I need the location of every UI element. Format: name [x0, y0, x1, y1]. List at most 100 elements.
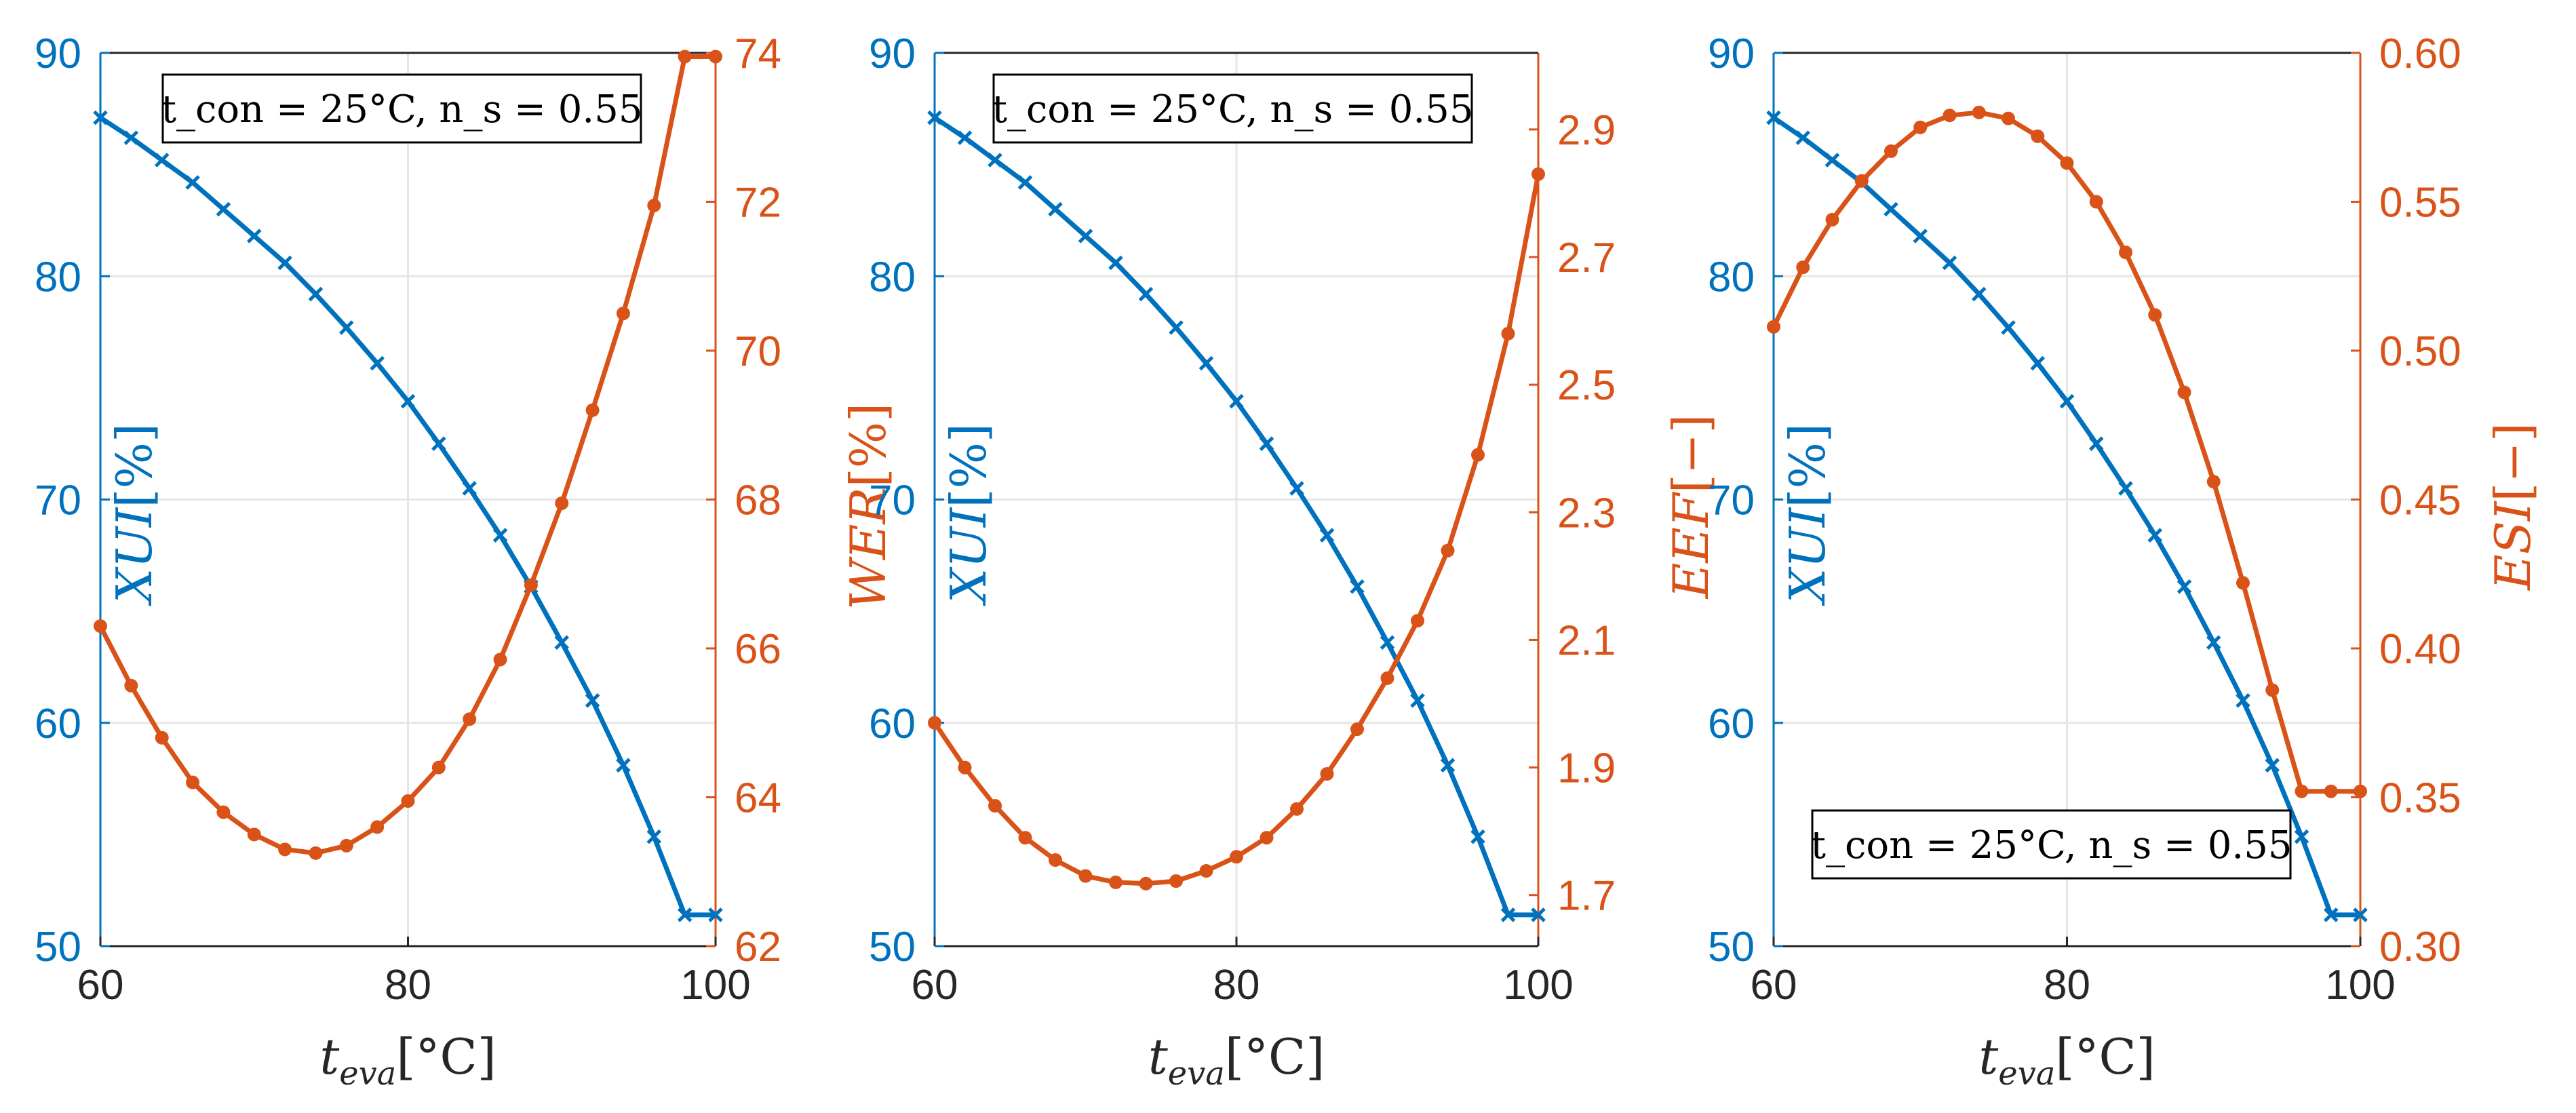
data-point-xui: [1078, 229, 1093, 243]
data-point-eef: [1320, 767, 1334, 781]
data-point-esi: [2236, 576, 2250, 590]
left-y-axis-label-unit: [%]: [940, 423, 997, 508]
data-point-esi: [2206, 475, 2221, 489]
data-point-xui: [1350, 579, 1365, 594]
data-point-esi: [1767, 319, 1780, 334]
data-point-xui: [1884, 201, 1898, 217]
x-axis-label-unit: [°C]: [2055, 1028, 2155, 1085]
data-point-eef: [1411, 614, 1424, 628]
x-axis-label-base: t: [1148, 1028, 1169, 1085]
data-point-wer: [124, 678, 138, 692]
data-point-esi: [2002, 111, 2015, 125]
data-point-xui: [554, 635, 570, 650]
data-point-wer: [585, 403, 600, 417]
left-y-tick-label: 80: [35, 254, 81, 300]
data-point-xui: [1198, 355, 1214, 371]
data-point-xui: [677, 907, 692, 922]
data-point-wer: [616, 307, 630, 321]
x-tick-label: 80: [1213, 962, 1260, 1009]
data-point-eef: [1441, 543, 1455, 558]
data-point-xui: [2088, 436, 2104, 451]
right-y-tick-label: 72: [735, 180, 781, 227]
data-point-esi: [2119, 246, 2132, 260]
data-point-esi: [1854, 174, 1869, 188]
data-point-xui: [1971, 286, 1987, 302]
data-point-xui: [1440, 758, 1456, 773]
data-point-esi: [1884, 144, 1898, 158]
data-point-esi: [2031, 129, 2045, 143]
data-point-xui: [308, 286, 324, 302]
data-point-wer: [709, 50, 722, 64]
data-point-xui: [927, 110, 942, 125]
data-point-esi: [1825, 212, 1839, 227]
right-y-tick-label: 62: [735, 924, 781, 971]
left-y-tick-label: 90: [1708, 31, 1755, 77]
data-point-esi: [2089, 195, 2103, 209]
data-point-xui: [2177, 579, 2192, 594]
right-y-tick-label: 2.1: [1557, 617, 1616, 664]
left-y-axis-label-unit: [%]: [1779, 423, 1836, 508]
right-y-axis-label-text: WER: [840, 487, 897, 610]
data-point-xui: [462, 481, 477, 496]
data-point-xui: [123, 130, 139, 145]
data-point-eef: [1230, 850, 1243, 864]
left-y-tick-label: 70: [869, 477, 916, 524]
x-tick-label: 80: [385, 962, 431, 1009]
data-point-esi: [1972, 105, 1986, 119]
left-y-tick-label: 60: [869, 701, 916, 747]
data-point-eef: [928, 716, 941, 730]
data-point-wer: [647, 198, 661, 212]
annotation-text: t_con = 25°C, n_s = 0.55: [992, 87, 1474, 132]
data-point-xui: [2118, 481, 2133, 496]
right-y-tick-label: 0.50: [2379, 328, 2461, 375]
annotation-text: t_con = 25°C, n_s = 0.55: [1811, 823, 2292, 867]
data-point-esi: [2060, 156, 2074, 170]
data-point-eef: [1260, 831, 1274, 845]
x-tick-label: 80: [2044, 962, 2090, 1009]
data-point-xui: [1259, 436, 1274, 451]
data-point-xui: [585, 693, 600, 708]
data-point-xui: [431, 436, 446, 451]
data-point-xui: [1319, 528, 1335, 543]
right-y-tick-label: 0.40: [2379, 626, 2461, 673]
right-y-tick-label: 2.5: [1557, 362, 1616, 409]
left-y-axis-label-unit: [%]: [106, 423, 163, 508]
x-axis-label-sub: eva: [339, 1055, 396, 1093]
left-y-tick-label: 90: [869, 31, 916, 77]
data-point-xui: [1766, 110, 1781, 125]
data-point-wer: [339, 838, 353, 853]
data-point-xui: [154, 153, 170, 168]
data-point-wer: [370, 820, 385, 834]
data-point-eef: [958, 760, 972, 775]
right-y-tick-label: 2.9: [1557, 107, 1616, 154]
data-point-xui: [1138, 286, 1154, 302]
chart-panel-2: 60 80 10050607080901.71.92.12.32.52.72.9te…: [869, 31, 1719, 1093]
data-point-wer: [401, 794, 415, 808]
data-point-xui: [2294, 829, 2309, 844]
right-y-axis-label: ESI[−]: [2484, 423, 2541, 591]
data-point-eef: [1471, 448, 1485, 462]
data-point-xui: [1470, 829, 1485, 844]
right-y-tick-label: 0.60: [2379, 31, 2461, 77]
right-y-tick-label: 0.55: [2379, 180, 2461, 227]
x-tick-label: 100: [1503, 962, 1573, 1009]
data-point-xui: [93, 110, 108, 125]
right-y-tick-label: 70: [735, 328, 781, 375]
x-tick-label: 100: [2325, 962, 2395, 1009]
left-y-axis-label: XUI[%]: [1779, 423, 1836, 606]
data-point-wer: [94, 619, 107, 633]
right-y-tick-label: 2.7: [1557, 235, 1616, 281]
right-y-tick-label: 0.45: [2379, 477, 2461, 524]
data-point-xui: [1108, 255, 1123, 271]
annotation-box: [161, 73, 642, 144]
data-point-xui: [2147, 528, 2163, 543]
data-point-eef: [1350, 722, 1364, 737]
x-axis-label-base: t: [319, 1028, 340, 1085]
right-y-tick-label: 0.35: [2379, 775, 2461, 822]
data-point-xui: [1824, 153, 1840, 168]
data-point-xui: [216, 201, 231, 217]
data-point-xui: [1531, 907, 1546, 922]
data-point-xui: [957, 130, 973, 145]
annotation-text: t_con = 25°C, n_s = 0.55: [161, 87, 643, 132]
